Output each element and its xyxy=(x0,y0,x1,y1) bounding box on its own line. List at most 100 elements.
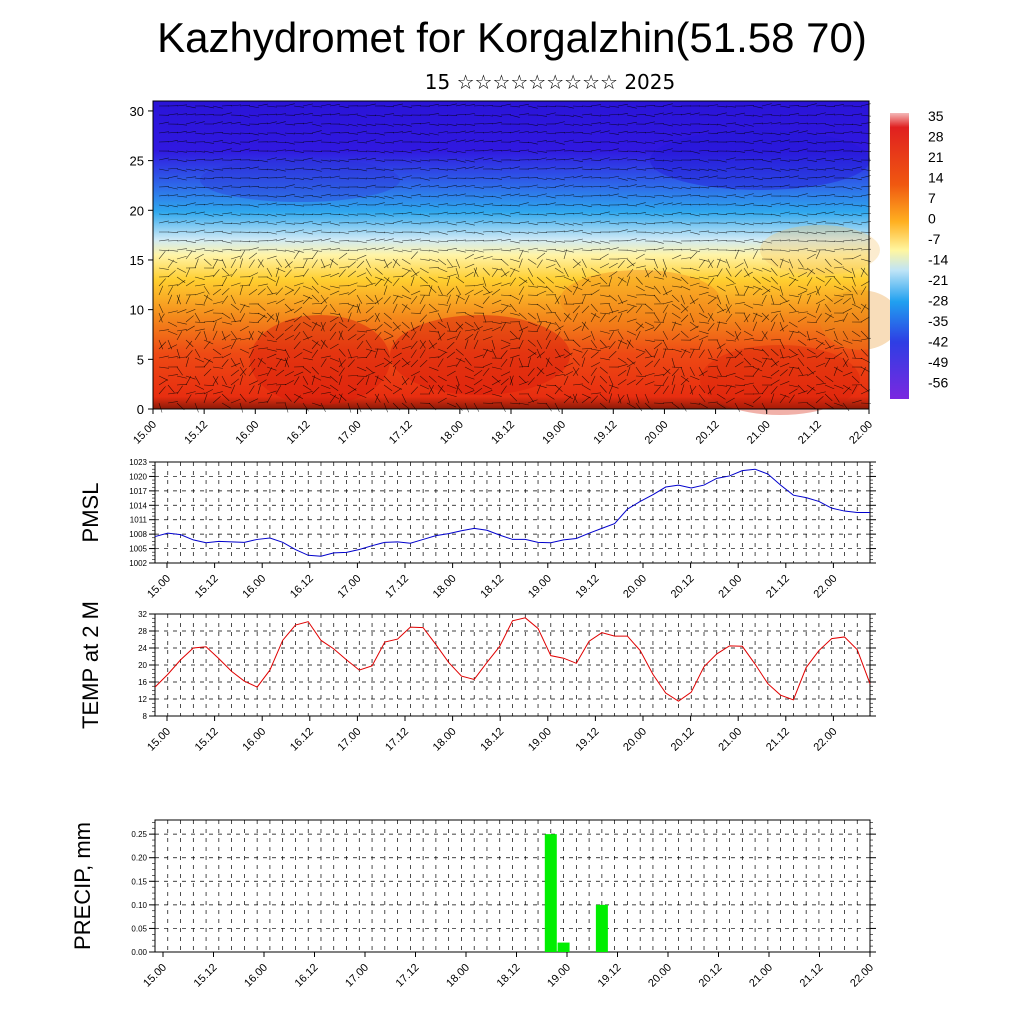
wind-barb xyxy=(257,314,266,323)
wind-barb xyxy=(518,249,529,253)
wind-barb xyxy=(680,222,691,226)
wind-barb xyxy=(455,239,466,242)
wind-barb xyxy=(842,348,849,358)
wind-barb xyxy=(770,321,776,332)
wind-barb xyxy=(356,141,367,144)
wind-barb xyxy=(239,250,246,260)
wind-barb xyxy=(356,333,366,341)
wind-barb xyxy=(806,195,818,197)
wind-barb xyxy=(824,267,834,274)
wind-barb xyxy=(464,375,475,380)
wind-barb xyxy=(158,168,169,172)
wind-barb xyxy=(644,167,655,170)
wind-barb xyxy=(815,339,825,346)
wind-barb xyxy=(716,366,722,377)
wind-barb xyxy=(689,282,700,287)
wind-barb xyxy=(212,230,223,233)
wind-barb xyxy=(275,121,286,125)
wind-barb xyxy=(239,325,249,332)
wind-barb xyxy=(851,357,862,360)
wind-barb xyxy=(590,130,601,134)
wind-barb xyxy=(410,312,421,314)
wind-barb xyxy=(725,348,734,357)
wind-barb xyxy=(347,213,358,216)
wind-barb xyxy=(815,157,826,161)
wind-barb xyxy=(473,290,483,296)
wind-barb xyxy=(545,195,556,199)
wind-barb xyxy=(356,393,367,398)
temp-y-tick-label: 32 xyxy=(138,610,147,619)
wind-barb xyxy=(743,176,754,179)
wind-barb xyxy=(617,309,628,314)
wind-barb xyxy=(608,123,619,126)
wind-barb xyxy=(671,384,676,395)
wind-barb xyxy=(212,348,222,356)
wind-barb xyxy=(545,322,552,332)
wind-barb xyxy=(509,303,517,312)
wind-barb xyxy=(347,261,356,269)
wind-barb xyxy=(536,221,547,224)
wind-barb xyxy=(185,130,196,134)
wind-barb xyxy=(464,123,475,126)
wind-barb xyxy=(833,140,844,143)
wind-barb xyxy=(734,384,745,386)
wind-barb xyxy=(581,347,592,350)
wind-barb xyxy=(221,121,232,125)
wind-barb xyxy=(779,321,784,332)
wind-barb xyxy=(266,339,277,343)
wind-barb xyxy=(680,267,691,270)
wind-barb xyxy=(698,140,709,143)
wind-barb xyxy=(491,248,502,251)
wind-barb xyxy=(752,240,763,244)
wind-barb xyxy=(230,255,241,260)
wind-barb xyxy=(482,362,493,368)
wind-barb xyxy=(653,374,664,377)
heat-blob xyxy=(650,130,870,190)
wind-barb xyxy=(275,321,280,332)
wind-barb xyxy=(833,158,844,161)
wind-barb xyxy=(761,159,772,163)
temp-x-tick-label: 15.12 xyxy=(193,726,221,754)
wind-barb xyxy=(275,213,286,216)
wind-barb xyxy=(626,361,636,368)
wind-barb xyxy=(428,168,439,170)
wind-barb xyxy=(743,271,753,278)
wind-barb xyxy=(797,357,805,367)
wind-barb xyxy=(770,132,781,136)
wind-barb xyxy=(662,132,673,136)
wind-barb xyxy=(365,375,370,386)
wind-barb xyxy=(815,150,826,153)
wind-barb xyxy=(707,239,718,242)
wind-barb xyxy=(464,253,474,260)
wind-barb xyxy=(176,140,187,143)
wind-barb xyxy=(284,222,295,225)
wind-barb xyxy=(329,113,340,116)
wind-barb xyxy=(410,402,418,412)
wind-barb xyxy=(608,271,618,278)
wind-barb xyxy=(392,240,403,243)
wind-barb xyxy=(482,157,493,161)
wind-barb xyxy=(842,195,853,199)
wind-barb xyxy=(842,358,849,368)
wind-barb xyxy=(824,314,832,323)
wind-barb xyxy=(662,231,673,234)
wind-barb xyxy=(527,352,537,359)
wind-barb xyxy=(725,372,736,377)
wind-barb xyxy=(167,131,178,134)
wind-barb xyxy=(635,285,645,292)
wind-barb xyxy=(761,204,772,208)
wind-barb xyxy=(680,123,691,126)
wind-barb xyxy=(158,303,164,314)
wind-barb xyxy=(860,366,870,373)
wind-barb xyxy=(770,393,775,404)
wind-barb xyxy=(176,356,187,359)
wind-barb xyxy=(257,122,268,125)
wind-barb xyxy=(608,113,619,116)
temp-x-tick-label: 17.00 xyxy=(336,726,364,754)
wind-barb xyxy=(563,285,573,293)
wind-barb xyxy=(194,177,205,180)
wind-barb xyxy=(626,194,637,197)
wind-barb xyxy=(230,362,241,368)
wind-barb xyxy=(212,288,222,296)
